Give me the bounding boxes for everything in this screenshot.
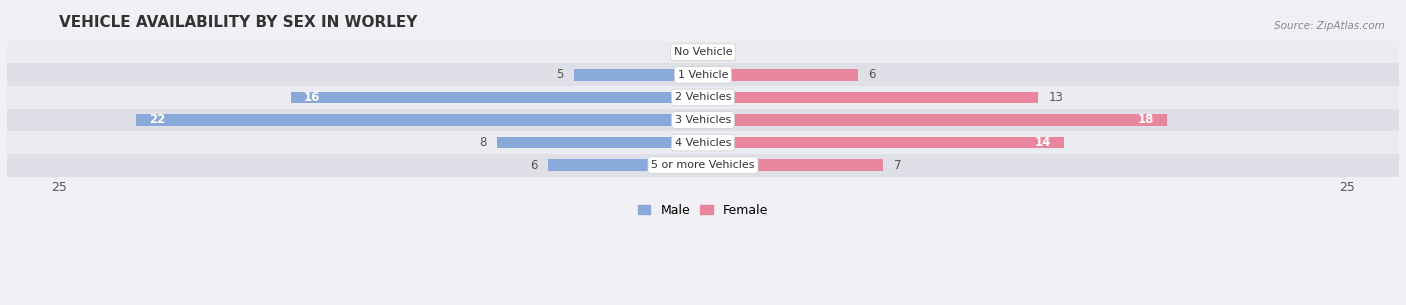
Text: 22: 22	[149, 113, 165, 127]
Legend: Male, Female: Male, Female	[633, 199, 773, 222]
Text: 18: 18	[1137, 113, 1154, 127]
Text: Source: ZipAtlas.com: Source: ZipAtlas.com	[1274, 21, 1385, 31]
Bar	[291, 92, 703, 103]
Text: VEHICLE AVAILABILITY BY SEX IN WORLEY: VEHICLE AVAILABILITY BY SEX IN WORLEY	[59, 15, 418, 30]
Text: 0: 0	[685, 46, 693, 59]
Bar	[574, 69, 703, 81]
Text: 13: 13	[1049, 91, 1063, 104]
Bar	[7, 63, 1399, 86]
Bar	[703, 114, 1167, 126]
Bar	[7, 86, 1399, 109]
Text: 1 Vehicle: 1 Vehicle	[678, 70, 728, 80]
Bar	[136, 114, 703, 126]
Bar	[703, 69, 858, 81]
Text: 14: 14	[1035, 136, 1050, 149]
Bar	[496, 137, 703, 149]
Text: 0: 0	[713, 46, 721, 59]
Bar	[7, 154, 1399, 177]
Text: 5 or more Vehicles: 5 or more Vehicles	[651, 160, 755, 170]
Bar	[548, 159, 703, 171]
Text: 6: 6	[868, 68, 876, 81]
Text: 7: 7	[894, 159, 901, 172]
Bar	[703, 137, 1064, 149]
Text: 5: 5	[557, 68, 564, 81]
Text: 3 Vehicles: 3 Vehicles	[675, 115, 731, 125]
Text: 2 Vehicles: 2 Vehicles	[675, 92, 731, 102]
Text: 6: 6	[530, 159, 538, 172]
Text: 4 Vehicles: 4 Vehicles	[675, 138, 731, 148]
Bar	[7, 109, 1399, 131]
Text: 8: 8	[479, 136, 486, 149]
Bar	[703, 92, 1038, 103]
Bar	[7, 131, 1399, 154]
Text: 16: 16	[304, 91, 319, 104]
Bar	[7, 41, 1399, 63]
Text: No Vehicle: No Vehicle	[673, 47, 733, 57]
Bar	[703, 159, 883, 171]
